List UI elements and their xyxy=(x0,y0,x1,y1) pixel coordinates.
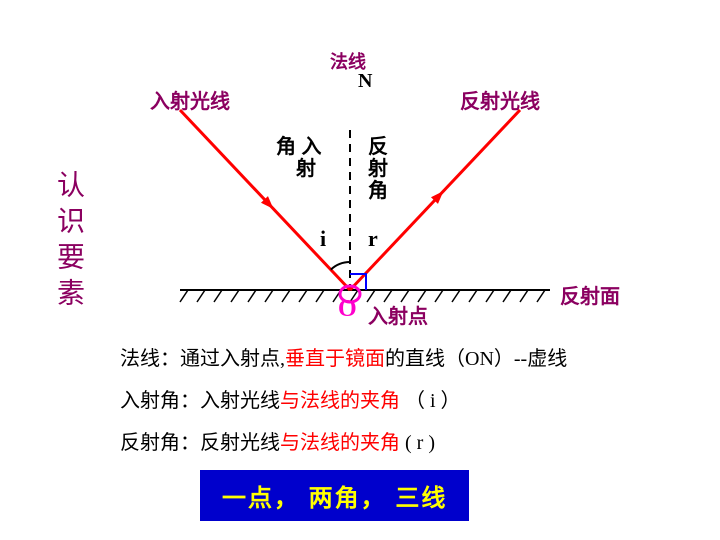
label-N: N xyxy=(358,70,372,93)
page-title: 认识要素 xyxy=(48,170,88,314)
label-reflected_ray: 反射光线 xyxy=(460,85,540,114)
definitions: 法线：通过入射点,垂直于镜面的直线（ON）--虚线 入射角：入射光线与法线的夹角… xyxy=(120,340,567,466)
label-i: i xyxy=(320,226,326,252)
def-normal: 法线：通过入射点,垂直于镜面的直线（ON）--虚线 xyxy=(120,340,567,378)
label-incident_ray: 入射光线 xyxy=(150,85,230,114)
def-incident-angle: 入射角：入射光线与法线的夹角 （ i ） xyxy=(120,382,567,420)
label-reflected_angle_l3: 角 xyxy=(368,174,388,203)
label-incident_point: 入射点 xyxy=(368,300,428,329)
label-incident_angle_l2: 射 xyxy=(296,152,316,181)
label-r: r xyxy=(368,226,378,252)
label-O: O xyxy=(338,296,357,323)
label-surface_label: 反射面 xyxy=(560,280,620,309)
def-reflected-angle: 反射角：反射光线与法线的夹角 ( r ) xyxy=(120,424,567,462)
summary-bar: 一点， 两角， 三线 xyxy=(200,470,469,521)
